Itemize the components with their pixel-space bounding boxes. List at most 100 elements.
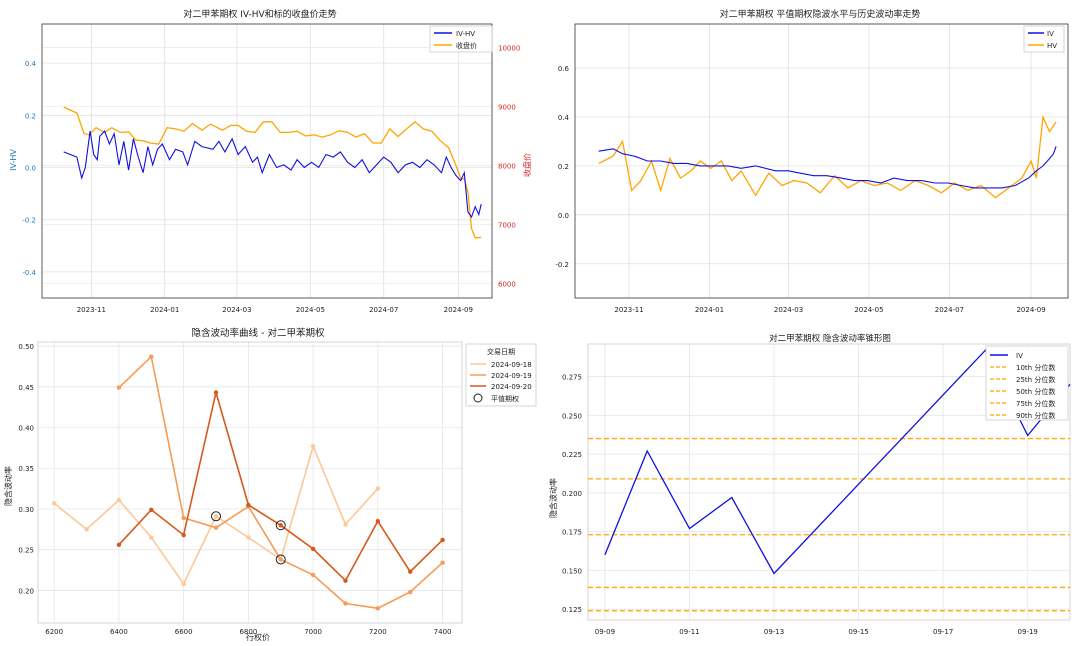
- y-tick-label: 0.35: [18, 465, 34, 473]
- plot-frame: [587, 343, 1071, 621]
- y-tick-label-left: 0.4: [25, 60, 37, 68]
- y-tick-label-right: 7000: [498, 221, 516, 229]
- legend-label-p25: 25th 分位数: [1016, 375, 1055, 384]
- iv-hv-level-chart: 对二甲苯期权 平值期权隐波水平与历史波动率走势 2023-11 2024-01 20…: [555, 8, 1069, 314]
- grid: [575, 24, 1068, 298]
- y-tick-label: 0.20: [18, 587, 34, 595]
- legend: IV-HV 收盘价: [429, 25, 493, 53]
- data-point: [116, 385, 122, 390]
- x-tick-label: 2023-11: [77, 306, 106, 314]
- smile-line: [118, 392, 444, 582]
- legend-label-iv: IV: [1016, 352, 1023, 360]
- data-point: [310, 546, 316, 552]
- x-tick-label: 09-09: [595, 628, 615, 636]
- y-tick-label: -0.2: [555, 261, 569, 269]
- legend-label-0919: 2024-09-19: [491, 372, 532, 380]
- smile-line: [118, 355, 444, 610]
- y-tick-label: 0.250: [562, 412, 582, 420]
- x-tick-label: 2024-05: [854, 306, 883, 314]
- x-tick-label: 2023-11: [614, 306, 643, 314]
- data-point: [116, 542, 122, 548]
- legend-label-p90: 90th 分位数: [1016, 411, 1055, 420]
- iv-cone-chart: 对二甲苯期权 隐含波动率锥形图 隐含波动率 09-09 09-11 09-13 09-…: [548, 333, 1071, 636]
- chart-title: 隐含波动率曲线 - 对二甲苯期权: [192, 327, 325, 339]
- x-tick-label: 09-11: [679, 628, 699, 636]
- x-tick-label: 09-17: [933, 628, 953, 636]
- y-tick-label: 0.2: [558, 163, 569, 171]
- y-tick-label: 0.225: [562, 451, 582, 459]
- y-tick-label-right: 10000: [498, 45, 520, 53]
- x-tick-label: 6600: [175, 628, 193, 636]
- legend: IV 10th 分位数 25th 分位数 50th 分位数 75th 分位数 9…: [985, 345, 1069, 421]
- legend-label-iv: IV: [1047, 30, 1054, 38]
- plot-frame: [574, 23, 1069, 299]
- legend-label-p50: 50th 分位数: [1016, 387, 1055, 396]
- y-tick-label-right: 6000: [498, 280, 516, 288]
- data-point: [440, 560, 445, 565]
- data-point: [213, 390, 219, 395]
- x-tick-label: 09-19: [1018, 628, 1038, 636]
- y-tick-label: 0.30: [18, 506, 34, 514]
- y-axis-label-left: IV-HV: [9, 149, 18, 171]
- data-point: [408, 589, 413, 595]
- iv-hv-price-chart: 对二甲苯期权 IV-HV和标的收盘价走势 IV-HV 收盘价 2023-11 20…: [9, 8, 532, 314]
- data-point: [213, 514, 219, 519]
- data-point: [246, 502, 251, 508]
- y-tick-label: 0.200: [562, 490, 582, 498]
- x-tick-label: 2024-09: [1016, 306, 1045, 314]
- legend-label-hv: HV: [1047, 42, 1057, 50]
- data-point: [84, 527, 89, 532]
- atm-marker: [275, 520, 286, 531]
- iv-hv-line: [63, 129, 482, 219]
- y-tick-label-left: -0.4: [22, 269, 36, 277]
- y-tick-label-left: 0.2: [25, 112, 36, 120]
- x-tick-label: 2024-07: [935, 306, 964, 314]
- x-tick-label: 6800: [239, 628, 257, 636]
- y-tick-label-left: -0.2: [22, 217, 36, 225]
- x-tick-label: 6400: [110, 628, 128, 636]
- atm-marker: [275, 554, 286, 565]
- legend-label-0920: 2024-09-20: [491, 383, 532, 391]
- legend-label-p10: 10th 分位数: [1016, 363, 1055, 372]
- y-tick-label: 0.25: [18, 547, 34, 555]
- data-point: [246, 535, 251, 540]
- legend: 交易日期 2024-09-18 2024-09-19 2024-09-20 平值…: [465, 343, 537, 407]
- data-point: [149, 507, 154, 512]
- data-point: [149, 535, 154, 540]
- legend-label-iv-hv: IV-HV: [456, 30, 475, 38]
- chart-title: 对二甲苯期权 隐含波动率锥形图: [769, 333, 891, 344]
- data-point: [408, 569, 413, 574]
- plot-frame: [41, 23, 493, 299]
- y-axis-label: 隐含波动率: [3, 466, 13, 506]
- y-axis-label: 隐含波动率: [548, 478, 558, 518]
- y-tick-label: 0.6: [558, 65, 570, 73]
- data-point: [310, 572, 316, 578]
- y-tick-label: 0.40: [18, 425, 34, 433]
- y-tick-label: 0.50: [18, 343, 34, 351]
- price-line: [63, 106, 482, 239]
- y-tick-label: 0.4: [558, 114, 570, 122]
- x-tick-label: 2024-05: [296, 306, 325, 314]
- x-tick-label: 2024-01: [150, 306, 179, 314]
- x-tick-label: 09-13: [764, 628, 784, 636]
- y-axis-label-right: 收盘价: [522, 153, 532, 177]
- data-point: [181, 515, 186, 521]
- y-tick-label: 0.0: [558, 212, 569, 220]
- grid: [38, 342, 462, 623]
- data-point: [149, 354, 154, 359]
- data-point: [343, 522, 348, 527]
- data-point: [375, 518, 381, 524]
- x-tick-label: 2024-03: [774, 306, 803, 314]
- x-tick-label: 2024-01: [695, 306, 724, 314]
- iv-line: [598, 146, 1057, 189]
- x-tick-label: 2024-03: [222, 306, 251, 314]
- data-point: [181, 581, 186, 587]
- data-point: [343, 601, 348, 606]
- x-tick-label: 7400: [434, 628, 452, 636]
- x-tick-label: 2024-07: [369, 306, 398, 314]
- y-tick-label: 0.275: [562, 374, 582, 382]
- y-tick-label: 0.175: [562, 529, 582, 537]
- data-point: [116, 497, 122, 503]
- data-point: [278, 557, 283, 562]
- data-point: [440, 537, 445, 543]
